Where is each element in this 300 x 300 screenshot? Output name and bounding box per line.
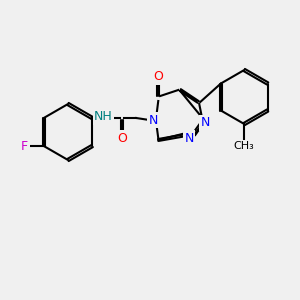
Text: N: N	[184, 131, 194, 145]
Text: NH: NH	[94, 110, 112, 124]
Text: O: O	[153, 70, 163, 83]
Text: CH₃: CH₃	[234, 141, 255, 151]
Text: N: N	[148, 113, 158, 127]
Text: F: F	[21, 140, 28, 152]
Text: N: N	[201, 116, 210, 130]
Text: O: O	[117, 131, 127, 145]
